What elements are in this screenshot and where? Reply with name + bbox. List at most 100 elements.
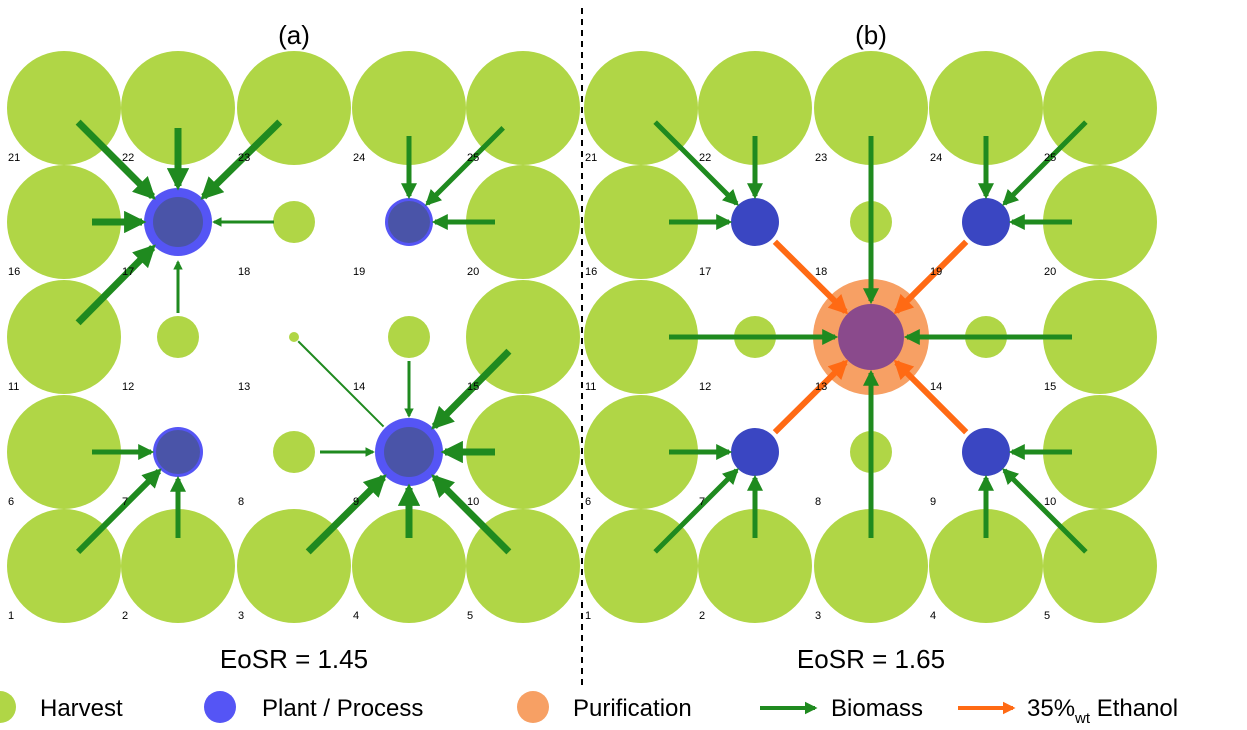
node-number-14: 14 bbox=[930, 381, 942, 393]
harvest-node-11 bbox=[584, 280, 698, 394]
node-number-2: 2 bbox=[699, 610, 705, 622]
panel-a-title: (a) bbox=[278, 20, 310, 50]
node-number-7: 7 bbox=[122, 496, 128, 508]
node-number-18: 18 bbox=[815, 266, 827, 278]
harvest-node-4 bbox=[929, 509, 1043, 623]
biomass-arrow-25-to-19 bbox=[1002, 120, 1088, 206]
ethanol-arrow-17-to-13 bbox=[772, 239, 849, 315]
harvest-node-3 bbox=[814, 509, 928, 623]
plant-core-19 bbox=[388, 201, 430, 243]
node-number-4: 4 bbox=[930, 610, 936, 622]
node-number-11: 11 bbox=[8, 381, 19, 393]
node-number-1: 1 bbox=[8, 610, 14, 622]
biomass-arrow-5-to-9 bbox=[1002, 468, 1088, 554]
panel-b-eosr: EoSR = 1.65 bbox=[797, 644, 945, 674]
node-number-6: 6 bbox=[8, 496, 14, 508]
biomass-arrow-5-to-9 bbox=[431, 474, 512, 555]
ethanol-arrow-9-to-13 bbox=[893, 359, 969, 435]
harvest-node-24 bbox=[929, 51, 1043, 165]
node-number-10: 10 bbox=[1044, 496, 1056, 508]
node-number-8: 8 bbox=[238, 496, 244, 508]
node-number-25: 25 bbox=[467, 152, 479, 164]
legend-ethanol-sub: wt bbox=[1074, 710, 1091, 725]
legend-plant-label: Plant / Process bbox=[262, 695, 423, 722]
harvest-node-6 bbox=[584, 395, 698, 509]
harvest-node-20 bbox=[1043, 165, 1157, 279]
harvest-node-22 bbox=[121, 51, 235, 165]
node-number-16: 16 bbox=[585, 266, 597, 278]
harvest-node-12 bbox=[157, 316, 199, 358]
node-number-4: 4 bbox=[353, 610, 359, 622]
node-number-11: 11 bbox=[585, 381, 596, 393]
harvest-node-13 bbox=[289, 332, 299, 342]
node-number-21: 21 bbox=[585, 152, 597, 164]
biomass-arrow-15-to-9 bbox=[431, 348, 512, 430]
legend-ethanol-main: 35% bbox=[1027, 695, 1075, 722]
plant-node-17 bbox=[731, 198, 779, 246]
ethanol-arrow-7-to-13 bbox=[772, 359, 849, 435]
node-number-16: 16 bbox=[8, 266, 20, 278]
node-number-9: 9 bbox=[930, 496, 936, 508]
node-number-5: 5 bbox=[467, 610, 473, 622]
legend-ethanol-tail: Ethanol bbox=[1090, 695, 1178, 722]
node-number-25: 25 bbox=[1044, 152, 1056, 164]
node-number-20: 20 bbox=[467, 266, 479, 278]
harvest-node-20 bbox=[466, 165, 580, 279]
harvest-node-23 bbox=[814, 51, 928, 165]
harvest-node-16 bbox=[7, 165, 121, 279]
node-number-19: 19 bbox=[930, 266, 942, 278]
node-number-8: 8 bbox=[815, 496, 821, 508]
node-number-22: 22 bbox=[699, 152, 711, 164]
node-number-2: 2 bbox=[122, 610, 128, 622]
biomass-arrow-23-to-17 bbox=[200, 119, 283, 200]
node-number-15: 15 bbox=[1044, 381, 1056, 393]
node-number-23: 23 bbox=[815, 152, 827, 164]
harvest-node-8 bbox=[273, 431, 315, 473]
node-number-5: 5 bbox=[1044, 610, 1050, 622]
harvest-node-10 bbox=[1043, 395, 1157, 509]
harvest-node-18 bbox=[273, 201, 315, 243]
legend-ethanol-label: 35%wt Ethanol bbox=[1027, 695, 1178, 725]
harvest-node-4 bbox=[352, 509, 466, 623]
harvest-node-16 bbox=[584, 165, 698, 279]
legend-harvest-label: Harvest bbox=[40, 695, 123, 722]
node-number-21: 21 bbox=[8, 152, 20, 164]
panel-a-eosr: EoSR = 1.45 bbox=[220, 644, 368, 674]
legend-harvest-swatch bbox=[0, 691, 16, 723]
node-number-10: 10 bbox=[467, 496, 479, 508]
node-number-17: 17 bbox=[699, 266, 711, 278]
node-number-13: 13 bbox=[815, 381, 827, 393]
biomass-arrow-11-to-17 bbox=[75, 244, 156, 326]
harvest-node-14 bbox=[388, 316, 430, 358]
node-number-24: 24 bbox=[930, 152, 942, 164]
biomass-arrow-3-to-9 bbox=[305, 474, 387, 555]
plant-node-7 bbox=[731, 428, 779, 476]
harvest-node-2 bbox=[698, 509, 812, 623]
node-number-1: 1 bbox=[585, 610, 591, 622]
purification-core-13 bbox=[838, 304, 904, 370]
node-number-6: 6 bbox=[585, 496, 591, 508]
plant-core-7 bbox=[156, 430, 200, 474]
biomass-arrow-13-to-9 bbox=[297, 340, 385, 428]
plant-node-9 bbox=[962, 428, 1010, 476]
node-number-3: 3 bbox=[815, 610, 821, 622]
node-number-12: 12 bbox=[699, 381, 711, 393]
node-number-23: 23 bbox=[238, 152, 250, 164]
node-number-24: 24 bbox=[353, 152, 365, 164]
node-number-12: 12 bbox=[122, 381, 134, 393]
legend-purification-label: Purification bbox=[573, 695, 692, 722]
legend-purification-swatch bbox=[517, 691, 549, 723]
plant-node-19 bbox=[962, 198, 1010, 246]
harvest-node-2 bbox=[121, 509, 235, 623]
node-number-15: 15 bbox=[467, 381, 479, 393]
panel-b-title: (b) bbox=[855, 20, 887, 50]
biomass-arrow-1-to-7 bbox=[76, 468, 162, 554]
harvest-node-15 bbox=[1043, 280, 1157, 394]
plant-core-17 bbox=[153, 197, 203, 247]
harvest-node-10 bbox=[466, 395, 580, 509]
node-number-19: 19 bbox=[353, 266, 365, 278]
